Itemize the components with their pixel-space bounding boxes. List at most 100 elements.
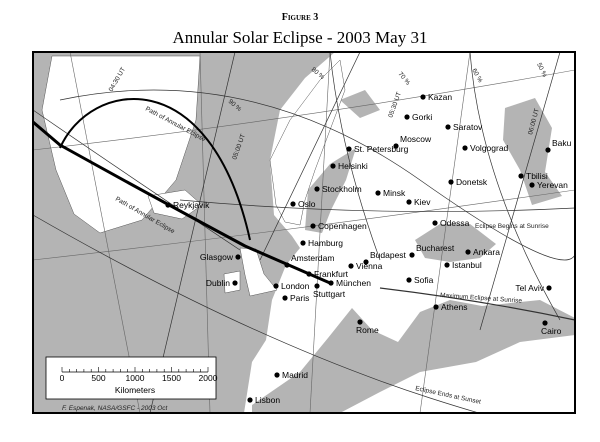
baltic-sea xyxy=(305,148,356,233)
city-label: Rome xyxy=(356,325,379,335)
city-dot xyxy=(529,182,535,188)
scale-tick-1500: 1500 xyxy=(162,373,181,383)
city-label: München xyxy=(336,278,371,288)
city-label: Stockholm xyxy=(322,184,362,194)
caspian-sea xyxy=(503,98,562,205)
city-label: Copenhagen xyxy=(318,221,367,231)
city-label: Frankfurt xyxy=(314,269,349,279)
city-label: Donetsk xyxy=(456,177,488,187)
city-dot xyxy=(282,295,288,301)
city-dot xyxy=(274,372,280,378)
black-sea xyxy=(415,224,496,262)
city-dot xyxy=(314,186,320,192)
city-dot xyxy=(273,283,279,289)
map-title: Annular Solar Eclipse - 2003 May 31 xyxy=(172,28,428,47)
path-south-edge xyxy=(33,109,241,251)
city-dot xyxy=(465,249,471,255)
city-dot xyxy=(306,271,312,277)
city-label: Athens xyxy=(441,302,467,312)
figure-label: Figure 3 xyxy=(281,12,319,23)
annular-central-line xyxy=(33,120,331,285)
great-britain xyxy=(239,247,278,297)
city-dot xyxy=(314,283,320,289)
city-dot xyxy=(375,190,381,196)
city-label: Gorki xyxy=(412,112,432,122)
city-label: Helsinki xyxy=(338,161,368,171)
scandinavia xyxy=(269,59,346,226)
map-frame xyxy=(32,51,576,414)
city-label: Paris xyxy=(290,293,309,303)
city-dot xyxy=(290,201,296,207)
city-label: Sofia xyxy=(414,275,434,285)
ends-sunset-line xyxy=(33,214,575,413)
max-sunrise-line xyxy=(379,287,575,321)
city-label: Istanbul xyxy=(452,260,482,270)
city-dot xyxy=(518,173,524,179)
city-label: Amsterdam xyxy=(291,253,334,263)
scale-tick-500: 500 xyxy=(91,373,105,383)
city-dot xyxy=(235,254,241,260)
city-dot xyxy=(542,320,548,326)
city-dot xyxy=(448,179,454,185)
city-label: Tel Aviv xyxy=(515,283,544,293)
city-dot xyxy=(165,202,171,208)
city-dot xyxy=(232,280,238,286)
city-dot xyxy=(330,163,336,169)
city-label: Kazan xyxy=(428,92,452,102)
city-dot xyxy=(346,146,352,152)
city-label: Bucharest xyxy=(416,243,455,253)
city-dot xyxy=(300,240,306,246)
city-label: London xyxy=(281,281,310,291)
city-label: Tbilisi xyxy=(526,171,548,181)
city-dot xyxy=(433,304,439,310)
city-label: Reykjavik xyxy=(173,200,210,210)
scale-tick-1000: 1000 xyxy=(126,373,145,383)
city-label: Kiev xyxy=(414,197,431,207)
city-dot xyxy=(363,259,369,265)
city-dot xyxy=(357,319,363,325)
grid-lines xyxy=(33,52,575,413)
city-label: Volgograd xyxy=(470,143,509,153)
begins-sunrise-label: Eclipse Begins at Sunrise xyxy=(475,223,549,230)
scale-tick-2000: 2000 xyxy=(199,373,218,383)
city-dot xyxy=(545,147,551,153)
city-dot xyxy=(247,397,253,403)
credit: F. Espenak, NASA/GSFC - 2003 Oct xyxy=(62,405,169,412)
city-dot xyxy=(328,280,334,286)
city-label: Yerevan xyxy=(537,180,568,190)
contour-lines xyxy=(33,52,575,413)
mediterranean-sea xyxy=(252,300,575,413)
city-label: Stuttgart xyxy=(313,289,346,299)
city-dot xyxy=(310,223,316,229)
city-dot xyxy=(444,262,450,268)
city-label: Minsk xyxy=(383,188,406,198)
city-label: St. Petersburg xyxy=(354,144,409,154)
city-dot xyxy=(406,199,412,205)
city-dot xyxy=(393,143,399,149)
city-label: Baku xyxy=(552,138,572,148)
city-label: Oslo xyxy=(298,199,316,209)
white-sea xyxy=(340,90,380,118)
city-label: Moscow xyxy=(400,134,432,144)
city-label: Vienna xyxy=(356,261,383,271)
city-label: Saratov xyxy=(453,122,483,132)
city-label: Dublin xyxy=(206,278,230,288)
city-label: Lisbon xyxy=(255,395,280,405)
city-label: Odessa xyxy=(440,218,470,228)
city-dot xyxy=(348,263,354,269)
city-markers: Kazan Gorki Saratov Moscow Volgograd St. Pete… xyxy=(165,92,572,405)
city-dot xyxy=(409,252,415,258)
city-label: Glasgow xyxy=(200,252,234,262)
ireland xyxy=(223,270,241,294)
annular-path-limit xyxy=(59,98,251,241)
scale-tick-0: 0 xyxy=(60,373,65,383)
city-label: Madrid xyxy=(282,370,308,380)
begins-sunrise-line xyxy=(179,199,575,212)
scale-bar: 0 500 1000 1500 2000 Kilometers xyxy=(45,356,218,400)
city-label: Ankara xyxy=(473,247,500,257)
city-dot xyxy=(432,220,438,226)
city-dot xyxy=(404,114,410,120)
city-dot xyxy=(546,285,552,291)
city-dot xyxy=(284,262,290,268)
